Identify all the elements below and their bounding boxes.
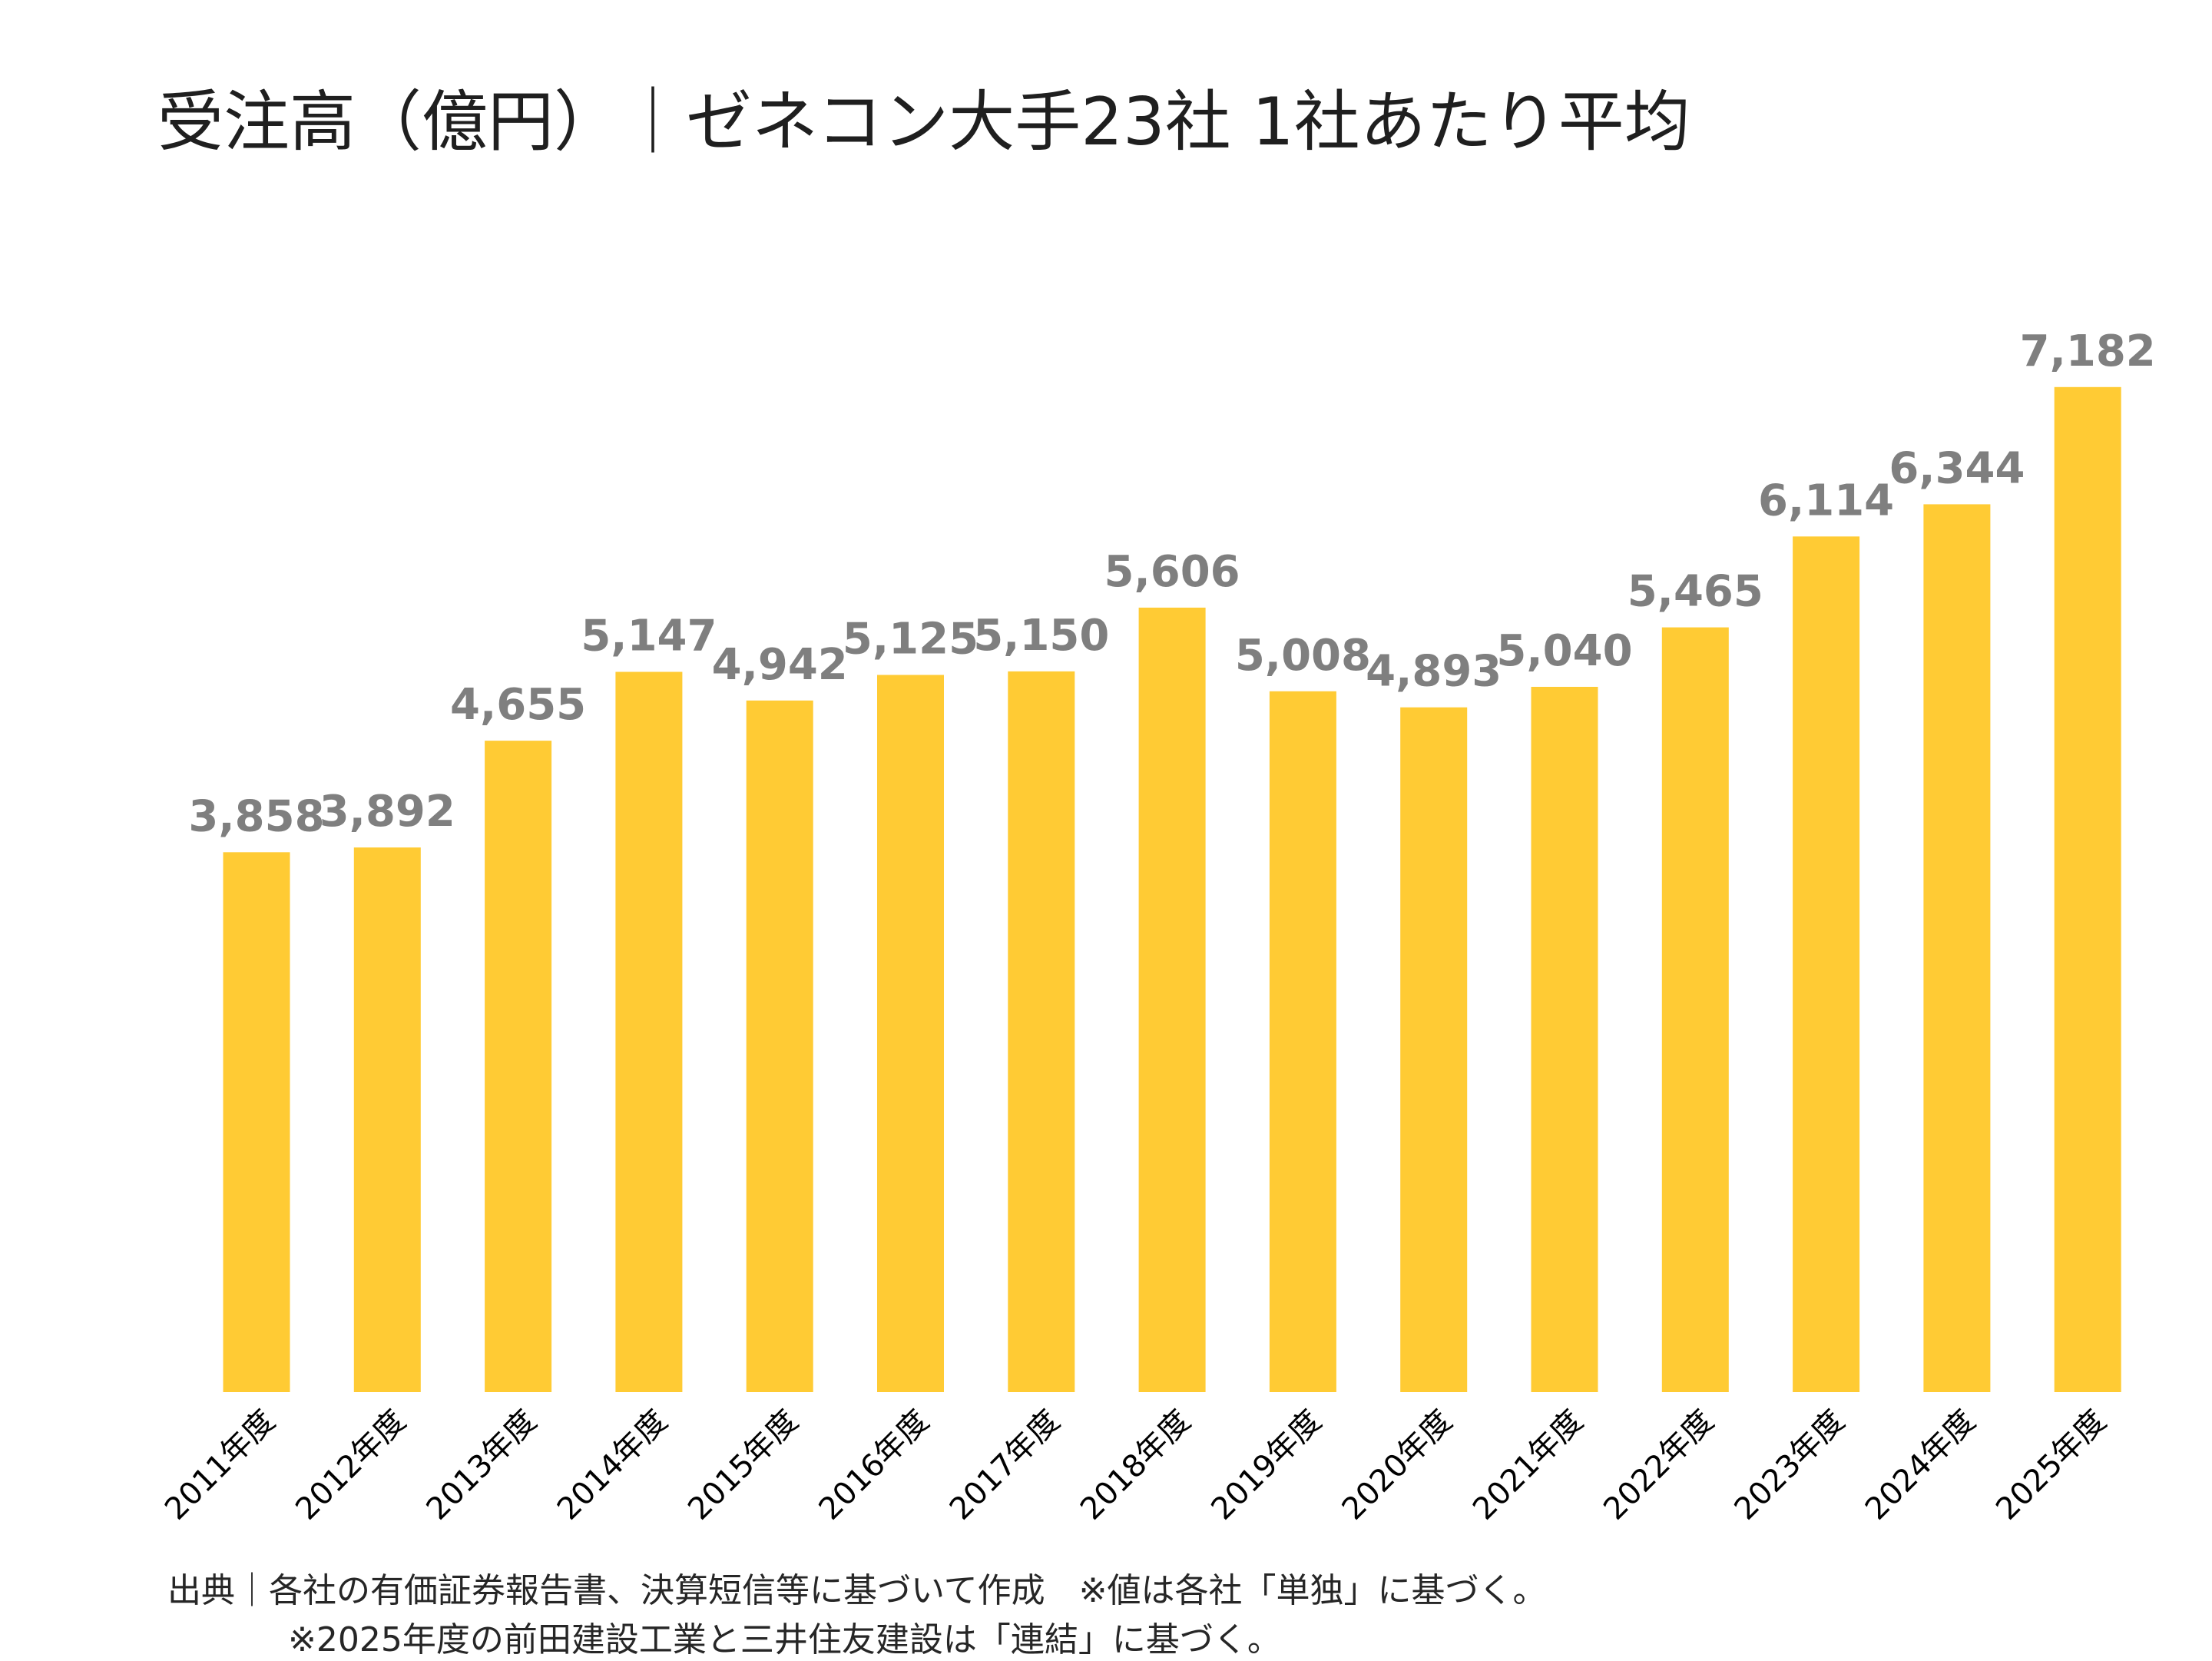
- value-label: 5,147: [581, 612, 717, 661]
- x-tick-label: 2016年度: [812, 1404, 935, 1527]
- value-label: 6,114: [1758, 476, 1894, 525]
- x-tick-label: 2020年度: [1336, 1404, 1459, 1527]
- bar-2015年度: [746, 700, 813, 1392]
- value-label: 5,008: [1235, 631, 1371, 681]
- x-tick-label: 2018年度: [1074, 1404, 1197, 1527]
- x-tick-label: 2024年度: [1859, 1404, 1982, 1527]
- bar-2022年度: [1661, 627, 1729, 1392]
- x-tick-label: 2012年度: [289, 1404, 412, 1527]
- x-tick-label: 2023年度: [1728, 1404, 1852, 1527]
- bar-2013年度: [485, 741, 552, 1392]
- bar-2025年度: [2054, 386, 2121, 1392]
- bar-2020年度: [1400, 707, 1468, 1392]
- bar-2019年度: [1269, 691, 1336, 1392]
- source-footnote: 出典｜各社の有価証券報告書、決算短信等に基づいて作成 ※値は各社「単独」に基づく…: [167, 1571, 1547, 1610]
- x-tick-label: 2021年度: [1466, 1404, 1590, 1527]
- x-tick-label: 2011年度: [158, 1404, 282, 1527]
- bar-2011年度: [223, 852, 290, 1392]
- x-tick-label: 2014年度: [551, 1404, 674, 1527]
- value-label: 5,040: [1496, 626, 1632, 676]
- bar-2016年度: [877, 675, 944, 1392]
- x-tick-label: 2015年度: [681, 1404, 805, 1527]
- bar-2012年度: [353, 847, 421, 1392]
- x-tick-label: 2022年度: [1597, 1404, 1720, 1527]
- value-label: 5,150: [973, 611, 1109, 661]
- value-label: 4,655: [450, 680, 586, 730]
- value-label: 3,892: [320, 787, 455, 837]
- bar-2014年度: [615, 671, 683, 1392]
- value-label: 4,942: [712, 640, 848, 690]
- x-tick-label: 2017年度: [943, 1404, 1067, 1527]
- bar-2024年度: [1923, 504, 1991, 1392]
- chart-title: 受注高（億円）｜ゼネコン大手23社 1社あたり平均: [157, 84, 1690, 161]
- consolidated-footnote: ※2025年度の前田建設工業と三井住友建設は「連結」に基づく。: [288, 1620, 1281, 1659]
- value-label: 6,344: [1889, 443, 2025, 493]
- bar-2018年度: [1138, 607, 1206, 1392]
- x-tick-label: 2013年度: [420, 1404, 544, 1527]
- bar-2023年度: [1793, 536, 1860, 1392]
- bar-2021年度: [1531, 687, 1598, 1392]
- bar-2017年度: [1008, 671, 1075, 1392]
- value-label: 5,465: [1628, 567, 1763, 617]
- value-label: 5,125: [843, 615, 979, 665]
- value-label: 5,606: [1104, 547, 1240, 597]
- value-label: 4,893: [1366, 647, 1502, 697]
- x-tick-label: 2025年度: [1989, 1404, 2113, 1527]
- value-label: 3,858: [188, 791, 324, 841]
- value-label: 7,182: [2020, 327, 2156, 376]
- x-tick-label: 2019年度: [1204, 1404, 1328, 1527]
